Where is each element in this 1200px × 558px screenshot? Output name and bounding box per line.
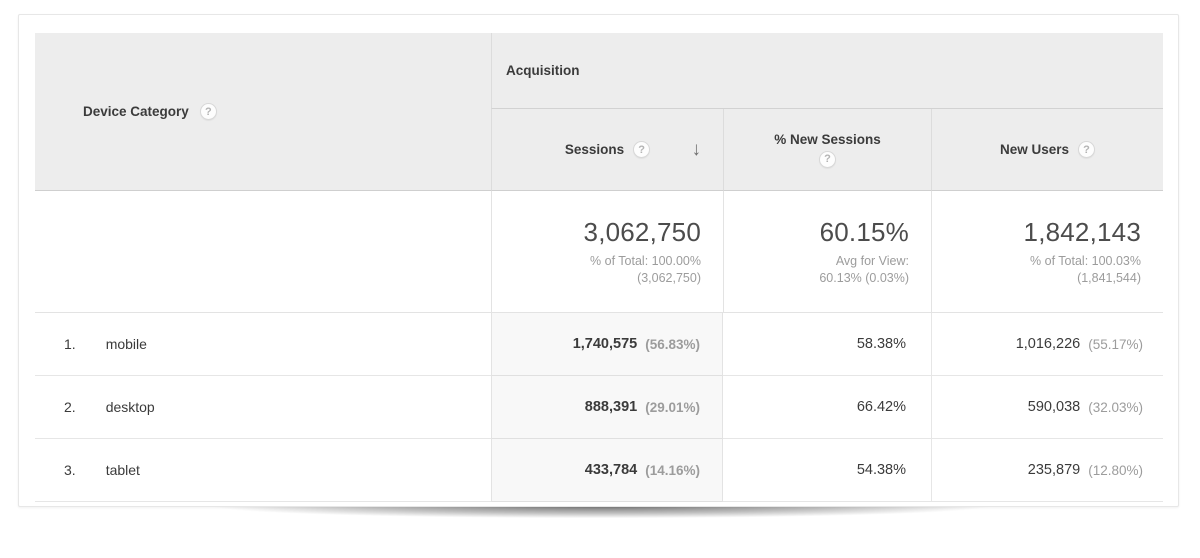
device-category-header-label: Device Category <box>83 104 189 119</box>
acquisition-header-label: Acquisition <box>506 63 580 78</box>
help-icon[interactable]: ? <box>1078 141 1096 158</box>
sessions-header-label: Sessions <box>564 142 625 157</box>
sessions-share: (29.01%) <box>645 399 700 415</box>
row-sessions-cell: 1,740,575 (56.83%) <box>491 313 723 376</box>
column-header-percent-new-sessions[interactable]: % New Sessions ? <box>723 109 931 191</box>
row-sessions-cell: 433,784 (14.16%) <box>491 439 723 502</box>
summary-sessions-value: 3,062,750 <box>583 216 701 247</box>
summary-sessions-subline2: (3,062,750) <box>637 270 701 285</box>
column-header-new-users[interactable]: New Users ? <box>931 109 1163 191</box>
table-row-label: 3. tablet <box>35 439 491 502</box>
row-rank: 2. <box>64 399 76 415</box>
row-percent-new-sessions-cell: 66.42% <box>723 376 931 439</box>
row-new-users-cell: 590,038 (32.03%) <box>931 376 1163 439</box>
row-sessions-cell: 888,391 (29.01%) <box>491 376 723 439</box>
summary-new-users: 1,842,143 % of Total: 100.03% (1,841,544… <box>931 191 1163 313</box>
row-device-name: tablet <box>105 462 140 478</box>
row-rank: 3. <box>64 462 76 478</box>
sessions-value: 433,784 <box>584 462 638 478</box>
sessions-share: (56.83%) <box>645 336 700 352</box>
new-users-value: 235,879 <box>1027 462 1081 478</box>
row-device-name: desktop <box>105 399 155 415</box>
summary-row-dimension-cell <box>35 191 491 313</box>
section-header-acquisition: Acquisition <box>491 33 1163 109</box>
device-category-table: Device Category ? Acquisition Sessions ?… <box>35 33 1163 502</box>
new-users-share: (12.80%) <box>1088 462 1143 478</box>
row-new-users-cell: 1,016,226 (55.17%) <box>931 313 1163 376</box>
row-device-name: mobile <box>105 336 147 352</box>
summary-new-users-subline2: (1,841,544) <box>1077 270 1141 285</box>
percent-new-sessions-value: 54.38% <box>856 462 906 478</box>
row-percent-new-sessions-cell: 58.38% <box>723 313 931 376</box>
sessions-value: 888,391 <box>584 399 638 415</box>
help-icon[interactable]: ? <box>199 103 217 120</box>
summary-percent-new-sessions-subline2: 60.13% (0.03%) <box>819 270 909 285</box>
summary-sessions-subline1: % of Total: 100.00% <box>590 253 701 268</box>
row-rank: 1. <box>64 336 76 352</box>
table-row-label: 2. desktop <box>35 376 491 439</box>
percent-new-sessions-value: 58.38% <box>856 336 906 352</box>
table-row-label: 1. mobile <box>35 313 491 376</box>
sort-descending-icon: ↓ <box>691 138 702 160</box>
new-users-share: (55.17%) <box>1088 336 1143 352</box>
new-users-header-label: New Users <box>999 142 1070 157</box>
column-header-sessions[interactable]: Sessions ? ↓ <box>491 109 723 191</box>
new-users-share: (32.03%) <box>1088 399 1143 415</box>
percent-new-sessions-value: 66.42% <box>856 399 906 415</box>
sessions-share: (14.16%) <box>645 462 700 478</box>
summary-percent-new-sessions-subline1: Avg for View: <box>835 253 909 268</box>
summary-sessions: 3,062,750 % of Total: 100.00% (3,062,750… <box>491 191 723 313</box>
row-percent-new-sessions-cell: 54.38% <box>723 439 931 502</box>
report-card: Device Category ? Acquisition Sessions ?… <box>18 14 1179 507</box>
new-users-value: 590,038 <box>1027 399 1081 415</box>
column-header-device-category[interactable]: Device Category ? <box>35 33 491 191</box>
sessions-value: 1,740,575 <box>572 336 638 352</box>
summary-new-users-subline1: % of Total: 100.03% <box>1030 253 1141 268</box>
row-new-users-cell: 235,879 (12.80%) <box>931 439 1163 502</box>
summary-percent-new-sessions: 60.15% Avg for View: 60.13% (0.03%) <box>723 191 931 313</box>
percent-new-sessions-header-label: % New Sessions <box>774 131 881 147</box>
help-icon[interactable]: ? <box>633 141 651 158</box>
help-icon[interactable]: ? <box>819 150 836 168</box>
new-users-value: 1,016,226 <box>1015 336 1081 352</box>
summary-percent-new-sessions-value: 60.15% <box>819 216 909 247</box>
summary-new-users-value: 1,842,143 <box>1023 216 1141 247</box>
